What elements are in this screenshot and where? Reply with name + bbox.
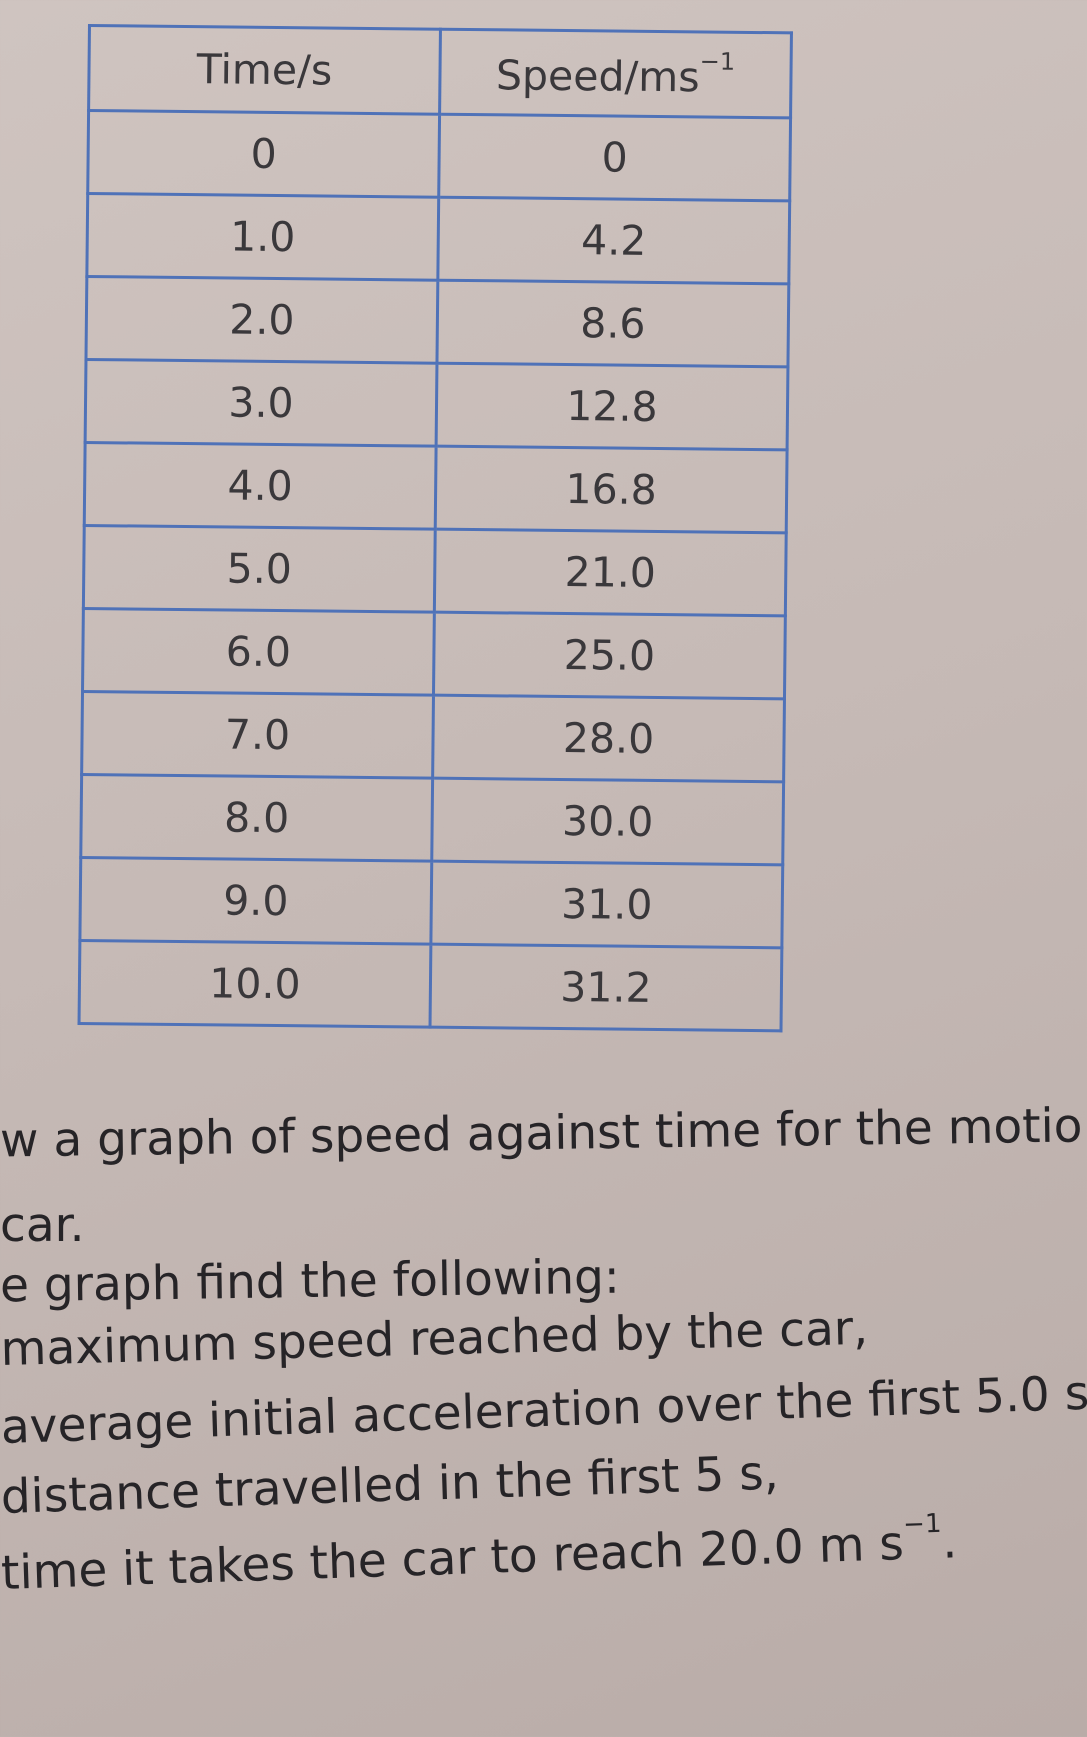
table-row: 9.0 31.0: [79, 857, 783, 948]
table-row: 7.0 28.0: [81, 691, 785, 782]
question-line-1: w a graph of speed against time for the …: [0, 1098, 1083, 1169]
speed-cell: 25.0: [433, 612, 786, 699]
time-cell: 2.0: [85, 276, 438, 364]
time-cell: 6.0: [82, 608, 435, 696]
question-item-max-speed: maximum speed reached by the car,: [0, 1300, 869, 1377]
time-cell: 5.0: [83, 525, 436, 613]
table-row: 3.0 12.8: [85, 359, 788, 450]
speed-cell: 28.0: [432, 695, 785, 782]
header-speed-label: Speed/ms: [495, 51, 700, 102]
speed-cell: 31.0: [430, 861, 783, 948]
speed-cell: 21.0: [434, 529, 787, 616]
question-line-2: car.: [0, 1198, 85, 1253]
table-row: 8.0 30.0: [80, 774, 784, 865]
speed-time-table: Time/s Speed/ms−1 0 0 1.0 4.2 2.0 8.6 3.0 12.8 4…: [78, 24, 793, 1032]
time-cell: 9.0: [79, 857, 432, 945]
speed-cell: 12.8: [436, 363, 788, 450]
speed-cell: 16.8: [435, 446, 788, 533]
speed-cell: 30.0: [431, 778, 784, 865]
question-item-time-text: time it takes the car to reach 20.0 m s: [0, 1516, 905, 1601]
table-row: 5.0 21.0: [83, 525, 787, 616]
header-time: Time/s: [88, 25, 441, 115]
time-cell: 3.0: [85, 359, 437, 447]
time-cell: 1.0: [86, 193, 439, 281]
period: .: [941, 1514, 958, 1570]
speed-cell: 0: [438, 114, 791, 201]
question-line-3: e graph find the following:: [0, 1249, 621, 1314]
unit-exponent: −1: [902, 1508, 942, 1541]
table-row: 6.0 25.0: [82, 608, 786, 699]
speed-cell: 31.2: [430, 944, 782, 1031]
time-cell: 7.0: [81, 691, 434, 779]
table-header-row: Time/s Speed/ms−1: [88, 25, 792, 118]
speed-cell: 4.2: [437, 197, 790, 284]
table-row: 4.0 16.8: [84, 442, 788, 533]
question-item-time: time it takes the car to reach 20.0 m s−…: [0, 1508, 958, 1601]
table-row: 2.0 8.6: [85, 276, 789, 367]
time-cell: 8.0: [80, 774, 433, 862]
header-speed: Speed/ms−1: [439, 29, 792, 118]
time-cell: 4.0: [84, 442, 437, 530]
table-row: 10.0 31.2: [79, 940, 782, 1031]
question-item-distance: distance travelled in the first 5 s,: [0, 1445, 780, 1525]
time-cell: 0: [87, 110, 440, 198]
header-speed-exponent: −1: [699, 47, 736, 76]
table-row: 1.0 4.2: [86, 193, 790, 284]
question-item-acceleration: average initial acceleration over the fi…: [0, 1365, 1087, 1455]
time-cell: 10.0: [79, 940, 431, 1028]
speed-cell: 8.6: [436, 280, 789, 367]
